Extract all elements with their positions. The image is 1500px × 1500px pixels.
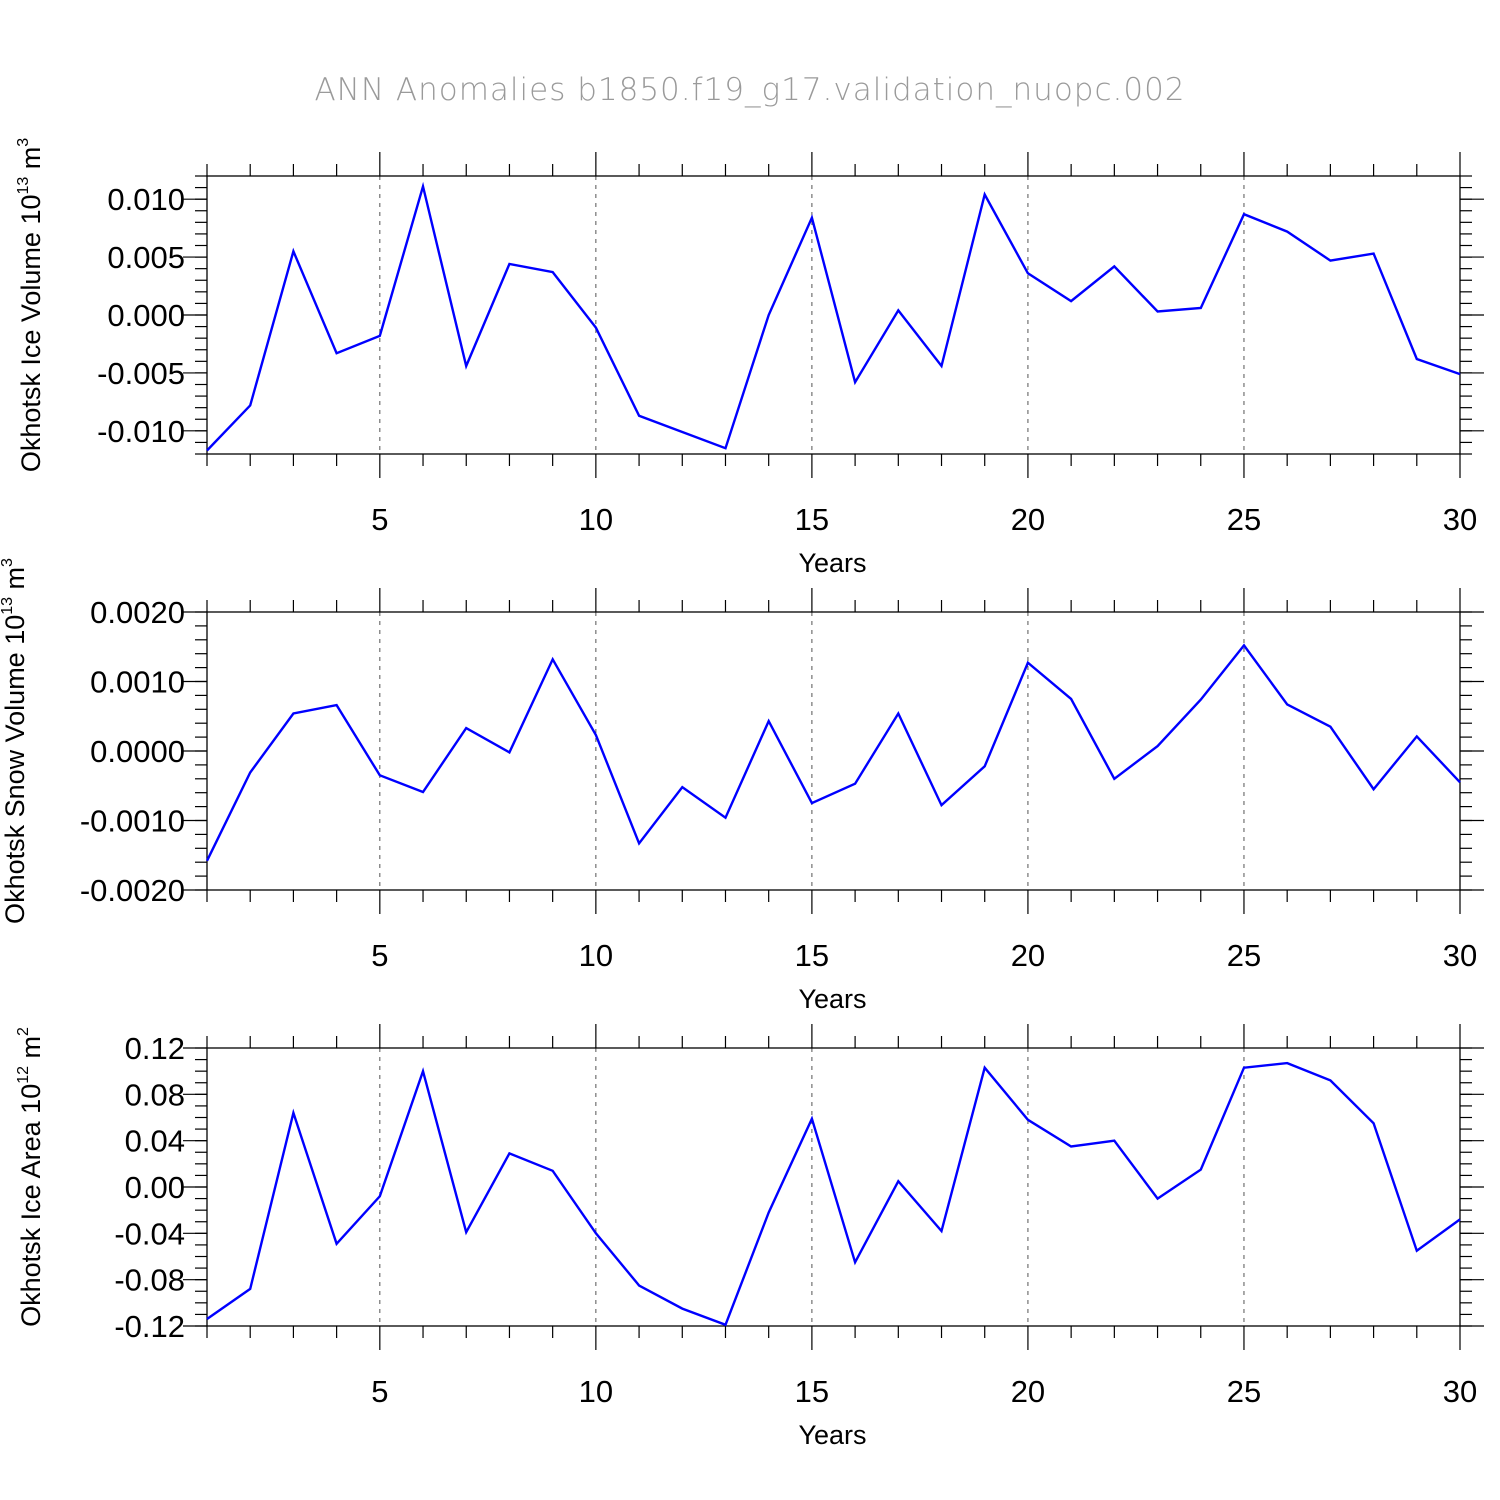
panel-3-series-line <box>206 1061 1461 1327</box>
panel-1-ytick-label: -0.010 <box>97 414 185 449</box>
panel-1-ytick-label: 0.000 <box>107 298 185 333</box>
panel-2-xaxis-title: Years <box>798 984 866 1014</box>
panel-3-xtick-label: 25 <box>1227 1374 1261 1409</box>
panel-2-yaxis-title: Okhotsk Snow Volume 1013 m3 <box>0 558 30 924</box>
panel-2-ytick-label: 0.0020 <box>90 595 185 630</box>
panel-1: -0.010 -0.005 0.000 0.005 0.010 5 10 15 20 25 30 Ye… <box>15 138 1484 578</box>
panel-3-ytick-label: -0.04 <box>114 1216 185 1251</box>
panel-1-xtick-label: 25 <box>1227 502 1261 537</box>
panel-2: -0.0020 -0.0010 0.0000 0.0010 0.0020 5 10 15 20 2… <box>0 558 1484 1014</box>
panel-1-xtick-label: 20 <box>1011 502 1045 537</box>
panel-3-xtick-label: 15 <box>795 1374 829 1409</box>
panel-3-ytick-label: 0.12 <box>125 1031 185 1066</box>
panel-1-yaxis-title: Okhotsk Ice Volume 1013 m3 <box>15 138 46 472</box>
panel-2-xtick-label: 20 <box>1011 938 1045 973</box>
panel-3-xtick-label: 5 <box>371 1374 388 1409</box>
panel-1-xtick-label: 30 <box>1443 502 1477 537</box>
panel-3-xtick-label: 20 <box>1011 1374 1045 1409</box>
panel-3-ytick-label: 0.00 <box>125 1170 185 1205</box>
panel-1-series-line <box>206 181 1461 452</box>
panel-3-xaxis-title: Years <box>798 1420 866 1450</box>
panel-1-xaxis-title: Years <box>798 548 866 578</box>
panel-1-frame <box>206 175 1461 455</box>
panel-1-ytick-label: 0.005 <box>107 240 185 275</box>
chart-title: ANN Anomalies b1850.f19_g17.validation_n… <box>314 72 1185 108</box>
panel-3-ytick-label: 0.08 <box>125 1077 185 1112</box>
panel-2-ytick-label: 0.0000 <box>90 734 185 769</box>
panel-2-xtick-label: 5 <box>371 938 388 973</box>
panel-3-xtick-label: 30 <box>1443 1374 1477 1409</box>
panel-1-ytick-label: -0.005 <box>97 356 185 391</box>
panel-1-xtick-label: 15 <box>795 502 829 537</box>
panel-3-yaxis-title: Okhotsk Ice Area 1012 m2 <box>15 1027 46 1327</box>
panel-2-frame <box>206 611 1461 891</box>
panel-2-ytick-label: -0.0010 <box>80 804 185 839</box>
panel-2-xtick-label: 30 <box>1443 938 1477 973</box>
panel-3-ytick-label: 0.04 <box>125 1124 185 1159</box>
panel-2-xtick-label: 15 <box>795 938 829 973</box>
panel-2-xtick-label: 10 <box>579 938 613 973</box>
panel-2-series-line <box>205 643 1461 862</box>
panel-3-xtick-label: 10 <box>579 1374 613 1409</box>
panel-2-ytick-label: 0.0010 <box>90 665 185 700</box>
panel-3-ytick-label: -0.12 <box>114 1309 185 1344</box>
panel-1-ytick-label: 0.010 <box>107 182 185 217</box>
panel-2-xtick-label: 25 <box>1227 938 1261 973</box>
panel-3: -0.12 -0.08 -0.04 0.00 0.04 0.08 0.12 5 10 15 20 25… <box>15 1024 1484 1450</box>
panel-2-ytick-label: -0.0020 <box>80 873 185 908</box>
panel-1-xtick-label: 10 <box>579 502 613 537</box>
panel-3-ytick-label: -0.08 <box>114 1263 185 1298</box>
panel-1-xtick-label: 5 <box>371 502 388 537</box>
